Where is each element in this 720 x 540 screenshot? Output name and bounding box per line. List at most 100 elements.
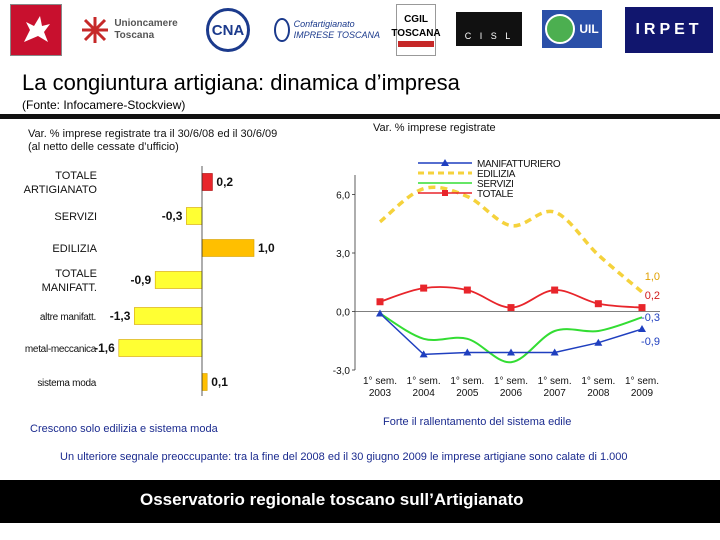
line-x-label-3-0: 1° sem. [494, 376, 528, 387]
series-line-edilizia [378, 185, 644, 294]
bar-category-label-0-1: ARTIGIANATO [24, 184, 98, 196]
bar-4 [134, 307, 203, 325]
cgil-bar [398, 41, 434, 47]
line-x-label-2-1: 2005 [456, 388, 479, 399]
confartigianato-logo: Confartigianato IMPRESE TOSCANA [274, 4, 380, 56]
point-manifatturiero-5 [594, 338, 603, 346]
bar-value-label-0: 0,2 [216, 175, 233, 189]
unioncamere-text: Unioncamere Toscana [114, 18, 178, 41]
line-x-label-4-0: 1° sem. [538, 376, 572, 387]
line-x-label-0-0: 1° sem. [363, 376, 397, 387]
bar-value-label-4: -1,3 [110, 309, 131, 323]
cisl-logo: C I S L [456, 12, 522, 46]
legend-marker-manifatturiero [441, 159, 449, 166]
bar-category-label-3-1: MANIFATT. [42, 282, 97, 294]
header-divider [0, 114, 720, 119]
bar-category-label-0-0: TOTALE [55, 170, 97, 182]
legend-label-edilizia: EDILIZIA [477, 169, 516, 180]
point-totale-5 [594, 300, 602, 308]
line-x-label-6-0: 1° sem. [625, 376, 659, 387]
unioncamere-icon [82, 17, 109, 43]
line-x-label-5-1: 2008 [587, 388, 610, 399]
legend-label-manifatturiero: MANIFATTURIERO [477, 159, 561, 170]
bar-value-label-1: -0,3 [162, 209, 183, 223]
point-manifatturiero-1 [419, 350, 428, 358]
summary-note: Un ulteriore segnale preoccupante: tra l… [60, 451, 628, 463]
point-totale-6 [638, 304, 646, 312]
line-x-label-1-0: 1° sem. [407, 376, 441, 387]
uil-globe-icon [545, 14, 576, 44]
line-x-label-2-0: 1° sem. [450, 376, 484, 387]
series-line-servizi [379, 312, 643, 364]
bar-5 [118, 339, 203, 357]
legend-marker-totale [442, 190, 448, 196]
right-chart-caption: Forte il rallentamento del sistema edile [383, 416, 572, 428]
uil-text: UIL [579, 22, 599, 36]
end-label-servizi: -0,3 [641, 312, 660, 324]
point-manifatturiero-3 [507, 348, 515, 356]
left-chart-heading-2: (al netto delle cessate d’ufficio) [28, 141, 179, 153]
right-chart-heading: Var. % imprese registrate [373, 122, 496, 134]
line-y-tick-label-0: -3,0 [333, 366, 351, 377]
line-x-label-4-1: 2007 [544, 388, 567, 399]
left-chart-caption: Crescono solo edilizia e sistema moda [30, 423, 218, 435]
point-totale-2 [463, 286, 471, 294]
footer-title: Osservatorio regionale toscano sull’Arti… [140, 490, 524, 509]
left-chart-heading-1: Var. % imprese registrate tra il 30/6/08… [28, 128, 278, 140]
bar-value-label-6: 0,1 [211, 375, 228, 389]
point-manifatturiero-4 [550, 348, 559, 356]
bar-1 [186, 207, 203, 225]
bar-value-label-5: -1,6 [94, 341, 115, 355]
cna-text: CNA [206, 8, 250, 52]
line-x-label-6-1: 2009 [631, 388, 654, 399]
bar-category-label-3-0: TOTALE [55, 268, 97, 280]
cna-logo: CNA [204, 4, 252, 56]
point-totale-4 [551, 286, 559, 294]
cisl-text: C I S L [464, 31, 514, 41]
irpet-logo: IRPET [625, 7, 713, 53]
line-y-tick-label-2: 3,0 [336, 249, 350, 260]
series-line-manifatturiero [379, 312, 643, 356]
uil-logo: UIL [542, 10, 602, 48]
cgil-text: CGIL TOSCANA [391, 14, 441, 39]
line-x-label-5-0: 1° sem. [581, 376, 615, 387]
bar-2 [201, 239, 255, 257]
bar-value-label-2: 1,0 [258, 241, 275, 255]
bar-chart: 0,2 TOTALE ARTIGIANATO -0,3 SERVIZI 1,0 EDILIZ… [24, 166, 275, 396]
bar-category-label-5-0: metal-meccanica [25, 344, 97, 355]
bar-category-label-6-0: sistema moda [37, 378, 96, 389]
regione-toscana-logo [10, 4, 62, 56]
bar-category-label-4-0: altre manifatt. [40, 312, 96, 323]
point-manifatturiero-2 [463, 348, 472, 356]
bar-category-label-2-0: EDILIZIA [52, 243, 97, 255]
point-totale-3 [507, 304, 515, 312]
end-label-totale: 0,2 [645, 290, 660, 302]
line-x-label-3-1: 2006 [500, 388, 523, 399]
line-x-label-1-1: 2004 [413, 388, 436, 399]
source-note: (Fonte: Infocamere-Stockview) [22, 98, 186, 112]
point-manifatturiero-6 [638, 325, 646, 333]
end-label-edilizia: 1,0 [645, 271, 660, 283]
point-manifatturiero-0 [376, 309, 384, 317]
bar-3 [154, 271, 203, 289]
page-title: La congiuntura artigiana: dinamica d’imp… [22, 70, 460, 95]
footer-bar [0, 480, 720, 523]
confartigianato-icon [274, 18, 290, 42]
line-y-tick-label-3: 6,0 [336, 191, 350, 202]
point-totale-0 [376, 298, 384, 306]
confartigianato-text: Confartigianato IMPRESE TOSCANA [293, 19, 380, 40]
pegasus-icon [24, 16, 50, 42]
cgil-logo: CGIL TOSCANA [391, 4, 441, 56]
bar-category-label-1-0: SERVIZI [54, 211, 97, 223]
line-y-tick-label-1: 0,0 [336, 308, 350, 319]
bar-value-label-3: -0,9 [131, 273, 152, 287]
bar-6 [201, 373, 208, 391]
bar-0 [201, 173, 213, 191]
line-x-label-0-1: 2003 [369, 388, 392, 399]
unioncamere-logo: Unioncamere Toscana [74, 4, 184, 56]
legend-label-servizi: SERVIZI [477, 179, 514, 190]
point-totale-1 [420, 284, 428, 292]
legend-label-totale: TOTALE [477, 189, 514, 200]
end-label-manifatturiero: -0,9 [641, 336, 660, 348]
